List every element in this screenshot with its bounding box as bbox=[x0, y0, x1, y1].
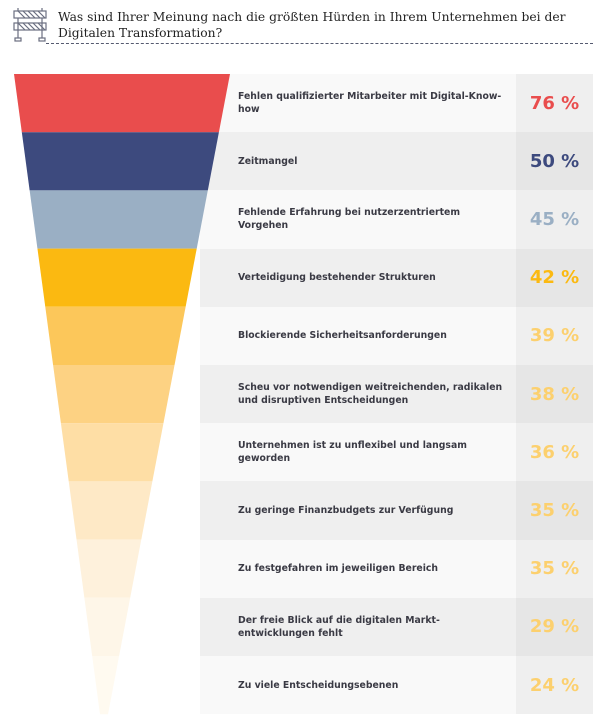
funnel-segment bbox=[21, 132, 219, 191]
road-barrier-icon bbox=[12, 8, 48, 48]
funnel-segment bbox=[76, 539, 142, 598]
funnel-row: Der freie Blick auf die digitalen Markt-… bbox=[200, 597, 593, 656]
row-percentage: 50 % bbox=[516, 132, 593, 191]
row-percentage: 35 % bbox=[516, 481, 593, 540]
funnel-segment bbox=[45, 306, 186, 365]
row-label: Scheu vor notwendigen weitreichenden, ra… bbox=[238, 382, 503, 407]
funnel-segment bbox=[29, 190, 208, 249]
row-percentage: 24 % bbox=[516, 656, 593, 715]
row-percentage: 42 % bbox=[516, 248, 593, 307]
row-label: Fehlende Erfahrung bei nutzerzentriertem… bbox=[238, 207, 461, 232]
row-percentage: 76 % bbox=[516, 74, 593, 133]
row-label: Verteidigung bestehender Strukturen bbox=[238, 272, 436, 284]
row-label: Zu viele Entscheidungsebenen bbox=[238, 679, 399, 691]
chart-title: Was sind Ihrer Meinung nach die größten … bbox=[58, 10, 566, 40]
funnel-row: Zeitmangel 50 % bbox=[200, 132, 593, 191]
row-label: Blockierende Sicherheitsanforderungen bbox=[238, 330, 447, 342]
row-percentage: 29 % bbox=[516, 597, 593, 656]
funnel-row: Zu festgefahren im jeweiligen Bereich 35 … bbox=[200, 539, 593, 598]
title-divider bbox=[46, 43, 593, 44]
funnel-row: Scheu vor notwendigen weitreichenden, ra… bbox=[200, 365, 593, 424]
funnel-row: Blockierende Sicherheitsanforderungen 39 … bbox=[200, 306, 593, 365]
funnel-row: Verteidigung bestehender Strukturen 42 % bbox=[200, 248, 593, 307]
funnel-segment bbox=[53, 365, 175, 424]
funnel-segment bbox=[60, 423, 164, 482]
funnel-row: Zu geringe Finanzbudgets zur Verfügung 35… bbox=[200, 481, 593, 540]
row-label: Zu geringe Finanzbudgets zur Verfügung bbox=[238, 504, 454, 516]
funnel-segment bbox=[37, 248, 197, 307]
row-percentage: 35 % bbox=[516, 539, 593, 598]
funnel-row: Fehlen qualifizierter Mitarbeiter mit Di… bbox=[200, 74, 593, 133]
funnel-row: Unternehmen ist zu unflexibel und langsa… bbox=[200, 423, 593, 482]
funnel-segment bbox=[68, 481, 153, 540]
funnel-row: Zu viele Entscheidungsebenen 24 % bbox=[200, 656, 593, 715]
funnel-row: Fehlende Erfahrung bei nutzerzentriertem… bbox=[200, 190, 593, 249]
row-label: Zu festgefahren im jeweiligen Bereich bbox=[238, 563, 439, 575]
row-label: Zeitmangel bbox=[238, 155, 298, 167]
funnel-segment bbox=[14, 74, 230, 133]
header: Was sind Ihrer Meinung nach die größten … bbox=[0, 0, 616, 50]
row-label: Der freie Blick auf die digitalen Markt-… bbox=[238, 614, 440, 639]
row-percentage: 39 % bbox=[516, 306, 593, 365]
row-percentage: 38 % bbox=[516, 365, 593, 424]
row-label: Unternehmen ist zu unflexibel und langsa… bbox=[238, 440, 467, 465]
row-percentage: 45 % bbox=[516, 190, 593, 249]
funnel-segment bbox=[92, 656, 120, 715]
row-label: Fehlen qualifizierter Mitarbeiter mit Di… bbox=[238, 91, 502, 116]
funnel-segment bbox=[84, 597, 131, 656]
row-percentage: 36 % bbox=[516, 423, 593, 482]
